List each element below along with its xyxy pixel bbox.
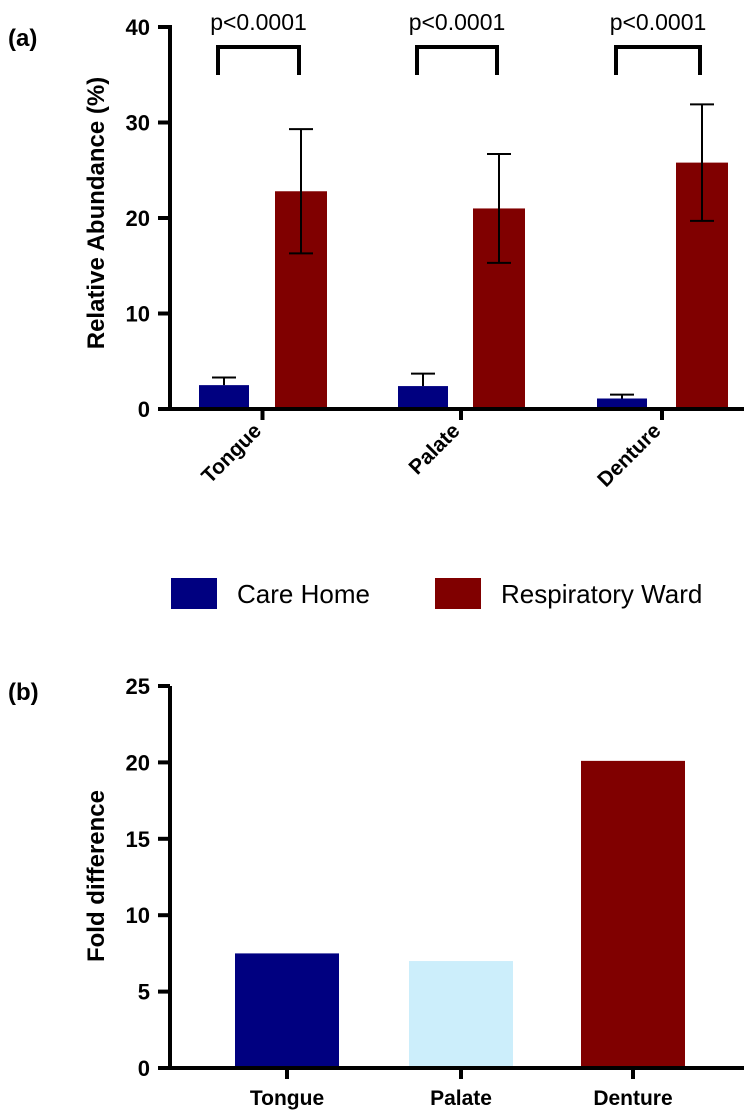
panel-b-category-label-denture: Denture <box>593 1087 672 1110</box>
panel-a-y-tick-label: 40 <box>126 15 150 40</box>
significance-bracket-palate <box>415 45 499 75</box>
panel-a-y-tick-label: 0 <box>138 397 150 422</box>
panel-b-label: (b) <box>8 679 39 706</box>
legend-swatch-respiratory-ward <box>435 578 481 609</box>
panel-b: (b) 0 5 10 15 20 25 Tongue Palate Denture Fold … <box>8 674 744 1110</box>
panel-a-marks <box>199 103 728 409</box>
panel-b-y-tick-label: 5 <box>138 980 150 1005</box>
panel-b-y-tick-label: 15 <box>126 827 150 852</box>
p-value-label-palate: p<0.0001 <box>409 9 506 35</box>
bar-care-home-denture <box>597 398 647 409</box>
panel-a-label: (a) <box>8 25 37 52</box>
bar-care-home-palate <box>398 386 448 409</box>
panel-b-category-label-tongue: Tongue <box>250 1087 324 1110</box>
bar-care-home-tongue <box>199 385 249 409</box>
panel-b-y-tick-label: 10 <box>126 903 150 928</box>
bar-fold-difference-denture <box>581 760 685 1068</box>
panel-a-category-label-tongue: Tongue <box>197 419 266 488</box>
legend-label-care-home: Care Home <box>237 579 370 609</box>
legend: Care Home Respiratory Ward <box>171 578 702 609</box>
panel-b-y-tick-label: 25 <box>126 674 150 699</box>
bar-fold-difference-tongue <box>235 953 339 1068</box>
p-value-label-tongue: p<0.0001 <box>210 9 307 35</box>
panel-a-category-label-denture: Denture <box>593 419 665 491</box>
panel-a-y-tick-label: 10 <box>126 302 150 327</box>
significance-bracket-denture <box>614 45 702 75</box>
panel-a-y-axis-label: Relative Abundance (%) <box>83 77 110 350</box>
panel-b-y-tick-label: 0 <box>138 1056 150 1081</box>
panel-b-y-axis-label: Fold difference <box>83 790 110 962</box>
significance-bracket-tongue <box>216 45 301 75</box>
panel-a-category-labels: Tongue Palate Denture <box>197 409 666 492</box>
panel-b-marks <box>235 760 685 1068</box>
panel-a-y-tick-label: 20 <box>126 206 150 231</box>
legend-swatch-care-home <box>171 578 217 609</box>
p-value-label-denture: p<0.0001 <box>610 9 707 35</box>
panel-b-y-ticks: 0 5 10 15 20 25 <box>126 674 170 1081</box>
panel-a-y-ticks: 0 10 20 30 40 <box>126 15 170 422</box>
bar-fold-difference-palate <box>409 961 513 1068</box>
panel-a: (a) 0 10 20 30 40 Tongue Palate Denture p<0.00… <box>8 9 744 609</box>
legend-label-respiratory-ward: Respiratory Ward <box>501 579 702 609</box>
panel-b-category-label-palate: Palate <box>430 1087 492 1110</box>
panel-a-significance: p<0.0001 p<0.0001 p<0.0001 <box>210 9 706 75</box>
panel-a-category-label-palate: Palate <box>405 419 465 479</box>
panel-b-category-labels: Tongue Palate Denture <box>250 1068 673 1110</box>
panel-b-y-tick-label: 20 <box>126 750 150 775</box>
panel-a-y-tick-label: 30 <box>126 111 150 136</box>
